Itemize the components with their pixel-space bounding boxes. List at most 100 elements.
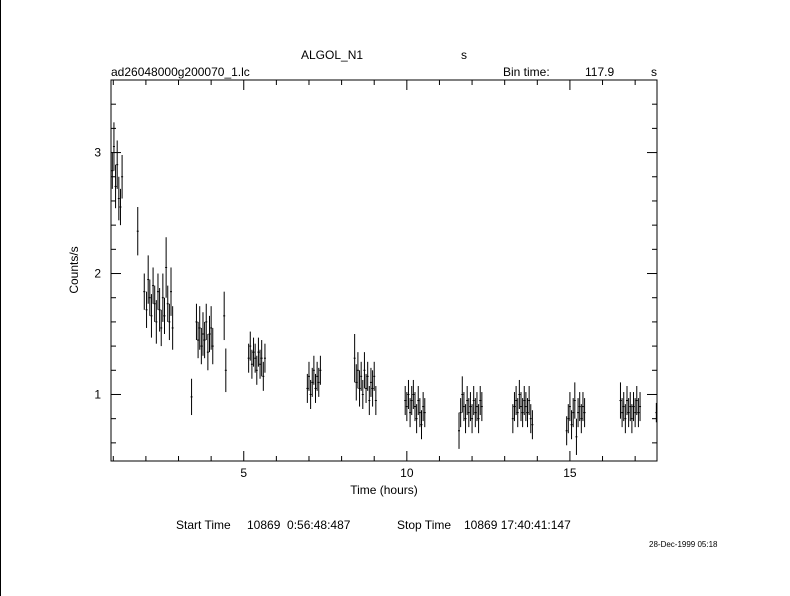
data-point bbox=[581, 392, 584, 422]
data-point bbox=[637, 398, 640, 428]
data-point bbox=[203, 321, 206, 359]
data-point bbox=[247, 343, 250, 373]
data-point bbox=[257, 337, 260, 367]
data-point bbox=[565, 416, 568, 446]
window-edge bbox=[0, 0, 1, 596]
data-point bbox=[147, 255, 150, 304]
data-point bbox=[524, 392, 527, 422]
object-unit: s bbox=[461, 48, 467, 62]
data-point bbox=[632, 392, 635, 422]
data-point bbox=[567, 404, 570, 434]
data-point bbox=[511, 404, 514, 434]
data-point bbox=[423, 398, 426, 428]
filename-label: ad26048000g200070_1.lc bbox=[111, 65, 250, 79]
data-point bbox=[150, 294, 153, 338]
data-point bbox=[260, 340, 263, 377]
start-time-label: Start Time bbox=[176, 518, 231, 532]
data-point bbox=[407, 379, 410, 409]
start-time-value: 10869 0:56:48:487 bbox=[247, 518, 351, 532]
data-point bbox=[575, 418, 578, 455]
data-point bbox=[307, 361, 310, 391]
data-point bbox=[358, 370, 361, 407]
data-point bbox=[583, 398, 586, 428]
data-point bbox=[422, 392, 425, 422]
data-point bbox=[250, 349, 253, 379]
data-point bbox=[521, 398, 524, 428]
data-point bbox=[160, 309, 163, 347]
plot-frame bbox=[110, 79, 658, 462]
data-point bbox=[369, 367, 372, 397]
bin-time-label: Bin time: bbox=[503, 65, 550, 79]
data-point bbox=[145, 291, 148, 328]
data-point bbox=[622, 392, 625, 422]
data-point bbox=[635, 386, 638, 416]
data-point bbox=[573, 382, 576, 419]
data-point bbox=[373, 361, 376, 391]
data-point bbox=[580, 404, 583, 434]
data-point bbox=[316, 361, 319, 391]
data-point bbox=[152, 267, 155, 304]
data-point bbox=[519, 392, 522, 422]
data-point bbox=[515, 386, 518, 416]
data-point bbox=[528, 386, 531, 416]
data-point bbox=[158, 288, 161, 332]
bin-time-value: 117.9 bbox=[585, 65, 615, 79]
data-point bbox=[197, 321, 200, 359]
data-point bbox=[355, 364, 358, 401]
data-points bbox=[111, 122, 658, 455]
data-point bbox=[461, 376, 464, 413]
data-point bbox=[624, 404, 627, 434]
data-point bbox=[529, 404, 532, 434]
data-point bbox=[368, 386, 371, 416]
data-point bbox=[526, 398, 529, 428]
data-point bbox=[409, 398, 412, 428]
data-point bbox=[413, 392, 416, 422]
data-point bbox=[412, 379, 415, 409]
data-point bbox=[224, 348, 227, 393]
data-point bbox=[259, 349, 262, 379]
data-point bbox=[309, 379, 312, 409]
data-point bbox=[306, 373, 309, 403]
data-point bbox=[317, 367, 320, 397]
data-point bbox=[418, 398, 421, 428]
data-point bbox=[170, 267, 173, 316]
data-point bbox=[210, 306, 213, 350]
data-point bbox=[312, 355, 315, 385]
x-tick-label: 10 bbox=[400, 466, 414, 480]
data-point bbox=[464, 404, 467, 434]
data-point bbox=[459, 398, 462, 428]
data-point bbox=[469, 392, 472, 422]
data-point bbox=[155, 300, 158, 344]
data-point bbox=[311, 367, 314, 397]
data-point bbox=[639, 392, 642, 422]
bin-time-unit: s bbox=[651, 65, 657, 79]
data-point bbox=[523, 386, 526, 416]
data-point bbox=[223, 291, 226, 341]
data-point bbox=[568, 392, 571, 422]
data-point bbox=[577, 398, 580, 428]
data-point bbox=[153, 285, 156, 322]
data-point bbox=[195, 303, 198, 341]
data-point bbox=[417, 386, 420, 416]
data-point bbox=[570, 410, 573, 440]
data-point bbox=[518, 379, 521, 409]
data-point bbox=[627, 398, 630, 428]
data-point bbox=[472, 386, 475, 416]
y-tick-label: 1 bbox=[94, 387, 101, 401]
data-point bbox=[190, 378, 193, 416]
data-point bbox=[619, 382, 622, 419]
data-point bbox=[475, 392, 478, 422]
data-point bbox=[415, 404, 418, 434]
data-point bbox=[262, 361, 265, 391]
data-point bbox=[206, 334, 209, 371]
date-stamp: 28-Dec-1999 05:18 bbox=[649, 540, 718, 549]
data-point bbox=[319, 355, 322, 385]
x-tick-label: 15 bbox=[563, 466, 577, 480]
data-point bbox=[198, 306, 201, 350]
data-point bbox=[254, 343, 257, 373]
data-point bbox=[420, 410, 423, 440]
stop-time-label: Stop Time bbox=[397, 518, 452, 532]
data-point bbox=[356, 352, 359, 389]
data-point bbox=[116, 140, 119, 189]
